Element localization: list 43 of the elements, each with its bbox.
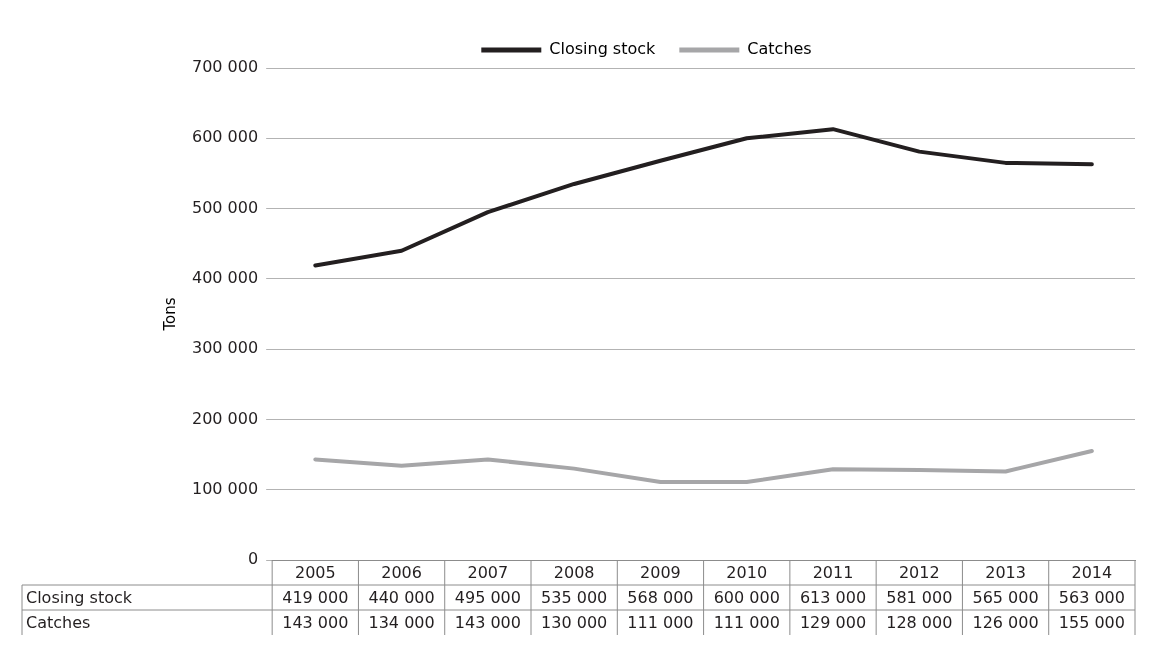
data-label: 130 000 bbox=[541, 612, 608, 632]
data-label: 126 000 bbox=[972, 612, 1039, 632]
data-label: 134 000 bbox=[368, 612, 435, 632]
x-tick-label: 2013 bbox=[985, 562, 1026, 582]
x-tick-label: 2012 bbox=[898, 562, 940, 582]
x-tick-label: 2005 bbox=[294, 562, 336, 582]
x-tick-label: 2014 bbox=[1071, 562, 1113, 582]
data-label: 111 000 bbox=[713, 612, 780, 632]
y-tick-label: 600 000 bbox=[191, 127, 259, 147]
x-tick-label: 2006 bbox=[381, 562, 422, 582]
data-label: 600 000 bbox=[713, 587, 780, 607]
y-tick-label: 0 bbox=[247, 549, 259, 569]
data-label: 128 000 bbox=[886, 612, 953, 632]
text: Catches bbox=[26, 612, 91, 632]
x-tick-label: 2007 bbox=[467, 562, 509, 582]
legend-label: Catches bbox=[747, 39, 812, 59]
data-label: 565 000 bbox=[972, 587, 1039, 607]
data-label: 419 000 bbox=[282, 587, 349, 607]
x-tick-label: 2009 bbox=[640, 562, 681, 582]
y-axis-title: Tons bbox=[160, 297, 179, 332]
y-tick-label: 500 000 bbox=[191, 197, 259, 217]
data-label: 535 000 bbox=[541, 587, 608, 607]
data-label: 440 000 bbox=[368, 587, 435, 607]
data-label: 155 000 bbox=[1058, 612, 1125, 632]
text: Closing stock bbox=[26, 587, 133, 607]
data-label: 111 000 bbox=[627, 612, 694, 632]
y-tick-label: 200 000 bbox=[191, 408, 259, 428]
legend-label: Closing stock bbox=[549, 39, 657, 59]
x-tick-label: 2008 bbox=[553, 562, 595, 582]
data-label: 143 000 bbox=[454, 612, 521, 632]
y-tick-label: 400 000 bbox=[191, 268, 259, 288]
data-label: 568 000 bbox=[627, 587, 694, 607]
x-tick-label: 2010 bbox=[726, 562, 768, 582]
y-tick-label: 700 000 bbox=[191, 57, 259, 77]
data-label: 129 000 bbox=[799, 612, 867, 632]
y-tick-label: 300 000 bbox=[191, 338, 259, 358]
data-label: 613 000 bbox=[799, 587, 867, 607]
x-tick-label: 2011 bbox=[812, 562, 854, 582]
data-label: 495 000 bbox=[454, 587, 521, 607]
data-label: 563 000 bbox=[1058, 587, 1125, 607]
data-label: 143 000 bbox=[282, 612, 349, 632]
data-label: 581 000 bbox=[886, 587, 953, 607]
y-tick-label: 100 000 bbox=[191, 478, 259, 498]
